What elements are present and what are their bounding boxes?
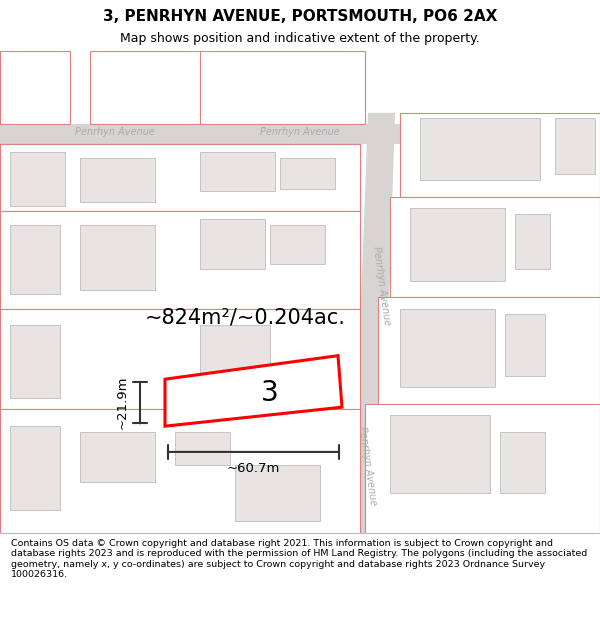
Text: Map shows position and indicative extent of the property.: Map shows position and indicative extent… (120, 32, 480, 45)
Polygon shape (0, 409, 360, 532)
Polygon shape (200, 51, 365, 124)
Text: Penrhyn Avenue: Penrhyn Avenue (371, 246, 392, 326)
Bar (80, 225, 155, 289)
Bar (200, 219, 265, 269)
Bar (235, 466, 320, 521)
Polygon shape (0, 144, 360, 532)
Text: Contains OS data © Crown copyright and database right 2021. This information is : Contains OS data © Crown copyright and d… (11, 539, 587, 579)
Bar (10, 426, 60, 510)
Bar (555, 118, 595, 174)
Bar (0, 124, 600, 144)
Polygon shape (0, 211, 360, 309)
Polygon shape (400, 112, 600, 197)
Bar (10, 225, 60, 294)
Bar (515, 214, 550, 269)
Polygon shape (0, 144, 70, 532)
Text: Penrhyn Avenue: Penrhyn Avenue (75, 127, 155, 137)
Bar (10, 152, 65, 206)
Bar (505, 314, 545, 376)
Polygon shape (378, 298, 600, 404)
Text: 3: 3 (261, 379, 279, 407)
Bar (200, 326, 270, 392)
Bar (500, 432, 545, 493)
Polygon shape (165, 356, 342, 426)
Bar (420, 118, 540, 180)
Bar (10, 326, 60, 398)
Text: Penrhyn Avenue: Penrhyn Avenue (358, 425, 379, 506)
Bar (390, 415, 490, 493)
Text: ~21.9m: ~21.9m (115, 376, 128, 429)
Polygon shape (165, 144, 360, 532)
Polygon shape (0, 51, 70, 124)
Bar (80, 432, 155, 482)
Bar (400, 309, 495, 387)
Polygon shape (90, 51, 200, 124)
Bar (270, 225, 325, 264)
Bar (280, 158, 335, 189)
Polygon shape (365, 404, 600, 532)
Bar (80, 158, 155, 202)
Text: ~60.7m: ~60.7m (227, 462, 280, 475)
Polygon shape (390, 197, 600, 298)
Text: Penrhyn Avenue: Penrhyn Avenue (260, 127, 340, 137)
Polygon shape (0, 309, 360, 409)
Polygon shape (0, 144, 360, 211)
Polygon shape (70, 144, 165, 532)
Bar (175, 432, 230, 466)
Bar (200, 152, 275, 191)
Bar (410, 208, 505, 281)
Polygon shape (350, 112, 395, 594)
Text: ~824m²/~0.204ac.: ~824m²/~0.204ac. (145, 308, 346, 328)
Text: 3, PENRHYN AVENUE, PORTSMOUTH, PO6 2AX: 3, PENRHYN AVENUE, PORTSMOUTH, PO6 2AX (103, 9, 497, 24)
